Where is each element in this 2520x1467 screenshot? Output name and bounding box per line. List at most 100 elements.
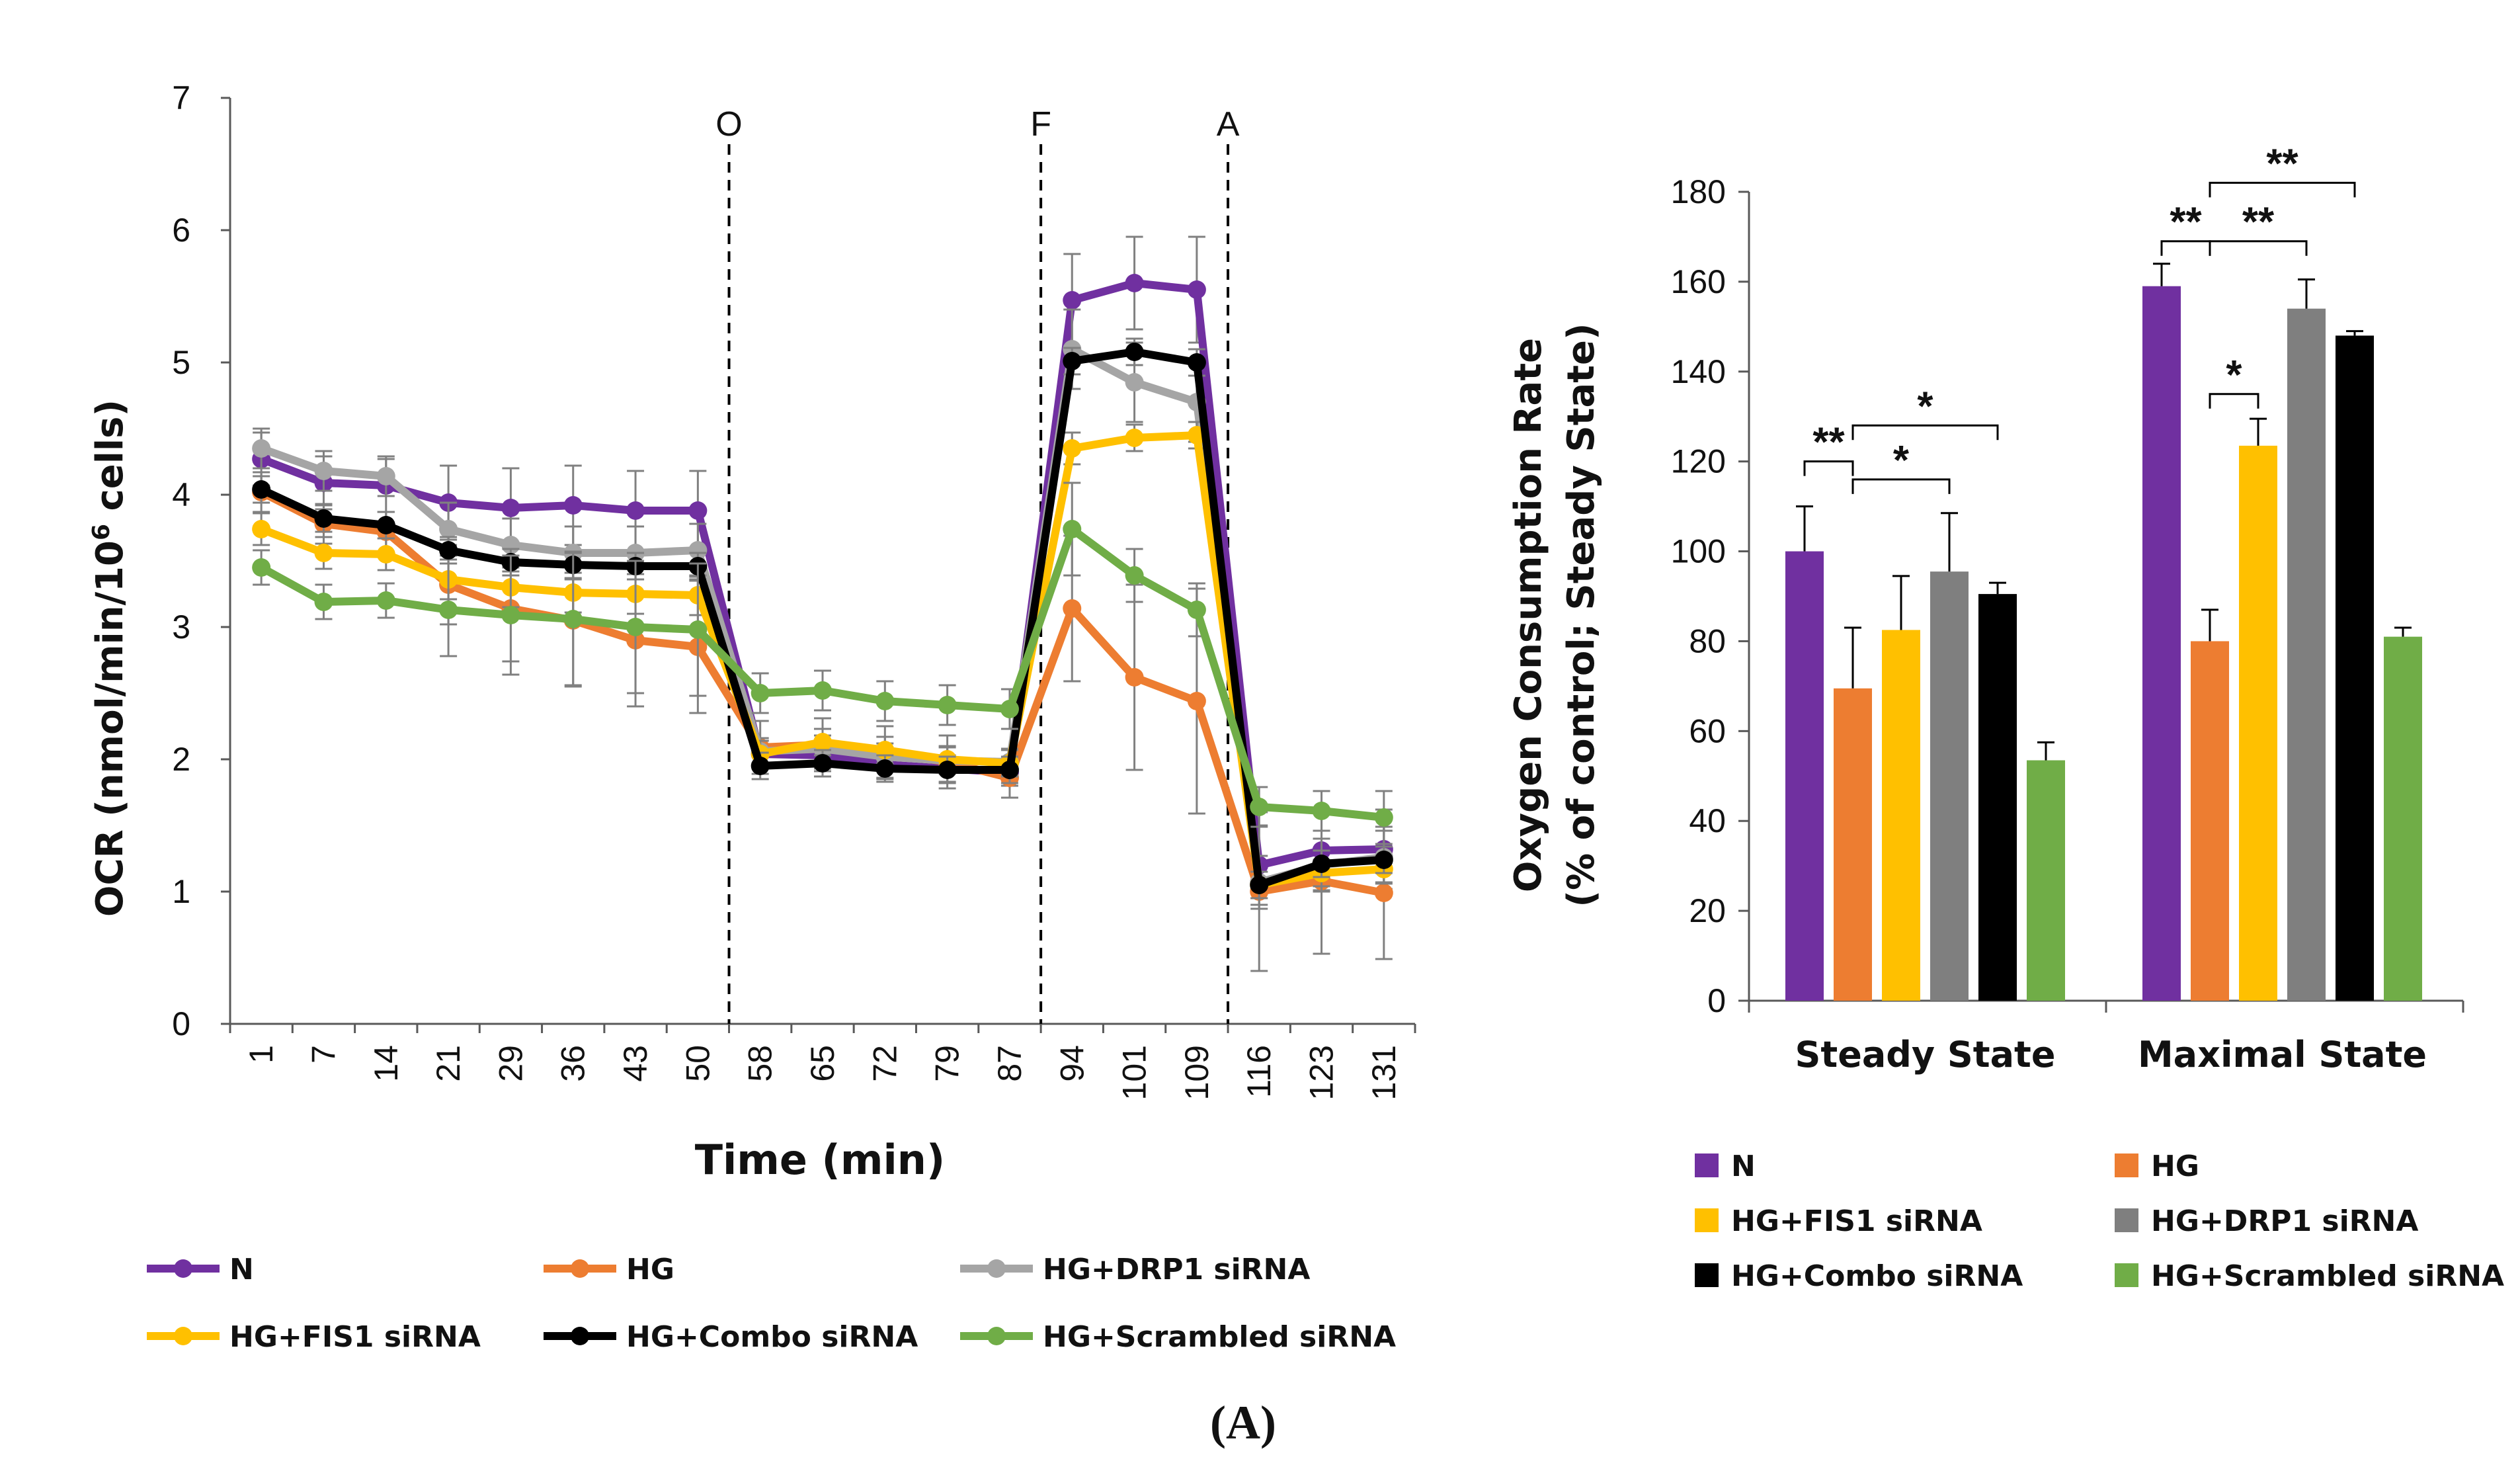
data-point — [1187, 353, 1206, 372]
line-chart-y-tick-label: 2 — [172, 741, 190, 778]
line-chart-y-tick-label: 6 — [172, 212, 190, 249]
data-point — [252, 480, 271, 499]
line-chart-y-tick-label: 1 — [172, 873, 190, 910]
bar-legend-label: HG+DRP1 siRNA — [2151, 1204, 2418, 1238]
line-chart-x-tick-label: 79 — [929, 1045, 966, 1082]
data-point — [1250, 798, 1269, 816]
line-chart-y-tick-label: 3 — [172, 608, 190, 646]
significance-label: ** — [2170, 200, 2202, 245]
line-chart-x-tick-label: 29 — [492, 1045, 529, 1082]
data-point — [813, 754, 832, 773]
data-point — [1063, 291, 1082, 310]
data-point — [314, 593, 333, 611]
injection-marker-label: O — [715, 105, 742, 144]
significance-bracket — [2209, 240, 2308, 256]
bar-chart-legend: N HG HG+FIS1 siRNA HG+DRP1 siRNA HG+Combo si… — [1695, 1150, 2504, 1293]
data-point — [1125, 343, 1144, 361]
line-chart-x-tick-label: 87 — [991, 1045, 1028, 1082]
line-chart-x-tick-label: 14 — [368, 1045, 405, 1082]
data-point — [626, 501, 645, 520]
bar-chart-y-tick-label: 40 — [1689, 802, 1726, 839]
line-chart-y-label-sup: 6 — [88, 524, 115, 540]
data-point — [439, 520, 458, 538]
data-point — [1125, 274, 1144, 292]
bar-chart-y-tick-label: 100 — [1671, 533, 1726, 570]
data-point — [376, 516, 395, 534]
line-chart-x-tick-label: 7 — [305, 1045, 342, 1064]
data-point — [1187, 601, 1206, 619]
data-point — [314, 544, 333, 562]
bar — [1930, 571, 1969, 1001]
data-point — [1063, 352, 1082, 370]
bar-legend-label: N — [1731, 1150, 1756, 1183]
legend-item-hg-drp1-sirna: HG+DRP1 siRNA — [960, 1253, 1310, 1286]
bar-legend-swatch — [2115, 1153, 2138, 1177]
significance-label: * — [1893, 438, 1910, 483]
significance-label: ** — [1812, 420, 1845, 466]
bar-legend-item-hg-combo-sirna: HG+Combo siRNA — [1695, 1259, 2023, 1293]
bar-chart-category-label: Maximal State — [2138, 1034, 2427, 1075]
injection-marker-label: A — [1217, 105, 1240, 144]
data-point — [439, 601, 458, 619]
data-point — [875, 692, 895, 710]
bar-legend-swatch — [1695, 1153, 1719, 1177]
significance-label: * — [1917, 384, 1933, 429]
line-chart-y-label: OCR (nmol/min/106 cells) — [88, 399, 132, 917]
data-point — [1000, 761, 1019, 779]
legend-label: HG — [626, 1253, 674, 1286]
injection-marker-label: F — [1030, 105, 1051, 144]
data-point — [1125, 566, 1144, 585]
bar-chart: Oxygen Consumption Rate (% of control; S… — [1507, 141, 2464, 1075]
line-chart-y-tick-label: 4 — [172, 476, 190, 513]
bar — [1882, 630, 1920, 1001]
bar — [2191, 641, 2229, 1001]
significance-label: ** — [2266, 141, 2298, 187]
significance-label: ** — [2242, 200, 2275, 245]
bar-legend-swatch — [1695, 1208, 1719, 1232]
legend-label: HG+Combo siRNA — [626, 1320, 918, 1354]
bar-legend-swatch — [2115, 1208, 2138, 1232]
line-chart-x-tick-label: 58 — [742, 1045, 779, 1082]
bar — [2239, 445, 2277, 1001]
data-point — [1187, 280, 1206, 299]
bar-chart-category-label: Steady State — [1795, 1034, 2055, 1075]
significance-bracket — [1851, 478, 1951, 494]
significance-bracket — [1803, 460, 1854, 476]
legend-marker — [987, 1327, 1006, 1345]
legend-item-hg-fis1-sirna: HG+FIS1 siRNA — [147, 1320, 481, 1354]
data-point — [751, 684, 770, 702]
data-point — [813, 681, 832, 700]
data-point — [501, 606, 520, 624]
legend-label: HG+FIS1 siRNA — [229, 1320, 481, 1354]
data-point — [1374, 808, 1393, 827]
data-point — [563, 610, 583, 628]
legend-item-hg-combo-sirna: HG+Combo siRNA — [544, 1320, 918, 1354]
bar — [2287, 308, 2326, 1001]
bar — [1785, 551, 1824, 1001]
bar-chart-y-tick-label: 180 — [1671, 173, 1726, 210]
line-chart-x-tick-label: 43 — [617, 1045, 654, 1082]
bar-chart-y-label-line1: Oxygen Consumption Rate — [1507, 338, 1550, 892]
data-point — [1125, 668, 1144, 687]
bar-legend-swatch — [1695, 1263, 1719, 1287]
line-chart-x-tick-label: 94 — [1053, 1045, 1090, 1082]
data-point — [1125, 429, 1144, 447]
data-point — [563, 496, 583, 515]
data-point — [252, 558, 271, 577]
bar — [2384, 636, 2422, 1001]
bar — [1978, 594, 2017, 1001]
data-point — [1187, 692, 1206, 710]
line-chart-y-tick-label: 5 — [172, 344, 190, 381]
bar-legend-item-hg: HG — [2115, 1150, 2199, 1183]
legend-marker — [571, 1327, 589, 1345]
significance-bracket — [2209, 393, 2259, 409]
significance-label: * — [2226, 353, 2242, 398]
data-point — [252, 439, 271, 458]
data-point — [1063, 599, 1082, 618]
legend-label: HG+DRP1 siRNA — [1043, 1253, 1310, 1286]
line-chart-x-tick-label: 123 — [1303, 1045, 1340, 1100]
bar-series-hg-scrambled-sirna — [2027, 626, 2422, 1001]
data-point — [688, 501, 708, 520]
figure-caption: (A) — [1210, 1396, 1276, 1449]
significance-bracket — [2209, 181, 2356, 198]
